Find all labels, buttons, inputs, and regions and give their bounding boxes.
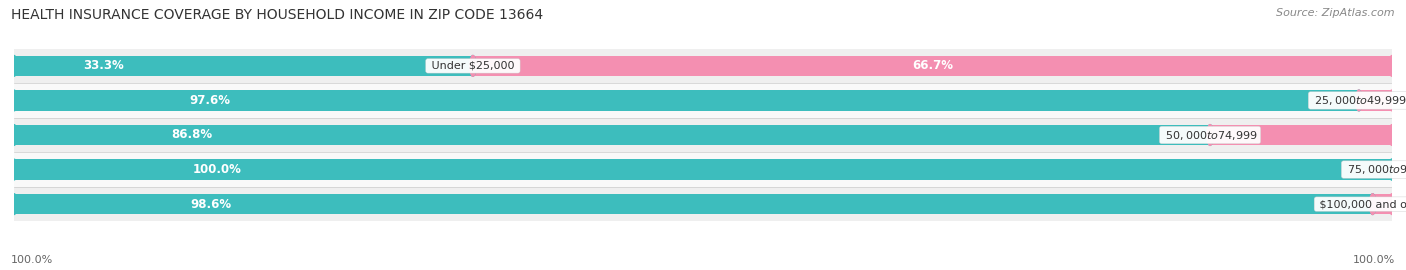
Ellipse shape [11, 125, 17, 145]
Ellipse shape [1389, 56, 1395, 76]
Ellipse shape [11, 159, 17, 180]
Text: 33.3%: 33.3% [83, 59, 124, 72]
Text: $25,000 to $49,999: $25,000 to $49,999 [1310, 94, 1406, 107]
Text: $100,000 and over: $100,000 and over [1316, 199, 1406, 209]
Text: 100.0%: 100.0% [1353, 255, 1395, 265]
Bar [14, 83, 1392, 118]
Ellipse shape [1206, 125, 1213, 145]
Text: 86.8%: 86.8% [172, 129, 212, 141]
Ellipse shape [1389, 125, 1395, 145]
Text: 100.0%: 100.0% [11, 255, 53, 265]
Ellipse shape [1389, 194, 1395, 214]
Ellipse shape [470, 56, 477, 76]
Bar [14, 90, 1358, 111]
Bar [14, 49, 1392, 83]
Ellipse shape [1369, 194, 1375, 214]
Bar [472, 56, 1392, 76]
Text: HEALTH INSURANCE COVERAGE BY HOUSEHOLD INCOME IN ZIP CODE 13664: HEALTH INSURANCE COVERAGE BY HOUSEHOLD I… [11, 8, 543, 22]
Text: Source: ZipAtlas.com: Source: ZipAtlas.com [1277, 8, 1395, 18]
Ellipse shape [1389, 159, 1395, 180]
Ellipse shape [1355, 90, 1362, 111]
Ellipse shape [11, 90, 17, 111]
Ellipse shape [1389, 159, 1395, 180]
Ellipse shape [1355, 90, 1362, 111]
Bar [1211, 125, 1392, 145]
Ellipse shape [1389, 90, 1395, 111]
Bar [14, 125, 1211, 145]
Bar [14, 159, 1392, 180]
Bar [1372, 194, 1392, 214]
Bar [14, 118, 1392, 152]
Text: $75,000 to $99,999: $75,000 to $99,999 [1344, 163, 1406, 176]
Text: 98.6%: 98.6% [191, 198, 232, 211]
Bar [1358, 90, 1392, 111]
Ellipse shape [1369, 194, 1375, 214]
Ellipse shape [11, 194, 17, 214]
Bar [14, 194, 1372, 214]
Text: 100.0%: 100.0% [193, 163, 242, 176]
Text: Under $25,000: Under $25,000 [427, 61, 517, 71]
Bar [14, 152, 1392, 187]
Text: $50,000 to $74,999: $50,000 to $74,999 [1161, 129, 1258, 141]
Ellipse shape [11, 56, 17, 76]
Text: 97.6%: 97.6% [190, 94, 231, 107]
Text: 66.7%: 66.7% [912, 59, 953, 72]
Bar [14, 56, 472, 76]
Bar [14, 187, 1392, 221]
Ellipse shape [1206, 125, 1213, 145]
Ellipse shape [470, 56, 477, 76]
